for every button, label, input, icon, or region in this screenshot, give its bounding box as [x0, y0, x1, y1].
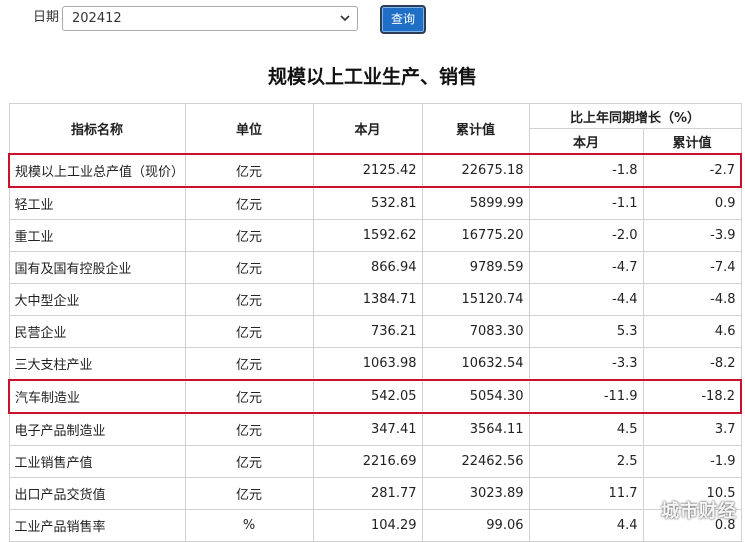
cell-yoy-cumulative: 3.7 — [642, 412, 742, 446]
cell-cumulative: 22675.18 — [421, 153, 530, 188]
chevron-down-icon — [340, 15, 350, 22]
cell-name: 三大支柱产业 — [8, 347, 186, 381]
cell-unit: 亿元 — [184, 219, 314, 252]
cell-cumulative: 7083.30 — [421, 315, 530, 348]
cell-name: 出口产品交货值 — [8, 477, 186, 510]
date-select[interactable]: 202412 — [62, 6, 358, 31]
header-yoy-group: 比上年同期增长（%） — [528, 103, 742, 129]
table-row: 重工业 亿元 1592.62 16775.20 -2.0 -3.9 — [8, 219, 742, 252]
header-yoy-cumulative: 累计值 — [642, 128, 742, 155]
cell-name: 汽车制造业 — [8, 379, 186, 414]
cell-yoy-month: 2.5 — [528, 445, 644, 478]
cell-yoy-cumulative: -8.2 — [642, 347, 742, 381]
cell-yoy-month: 5.3 — [528, 315, 644, 348]
cell-name: 工业销售产值 — [8, 445, 186, 478]
cell-month: 1592.62 — [312, 219, 423, 252]
cell-yoy-month: 11.7 — [528, 477, 644, 510]
cell-unit: 亿元 — [184, 347, 314, 381]
watermark: 城市财经 — [661, 501, 737, 522]
cell-name: 民营企业 — [8, 315, 186, 348]
cell-month: 347.41 — [312, 412, 423, 446]
table-row: 三大支柱产业 亿元 1063.98 10632.54 -3.3 -8.2 — [8, 347, 742, 381]
filter-bar: 日期 202412 查询 — [0, 0, 745, 40]
cell-yoy-cumulative: 0.9 — [642, 186, 742, 220]
header-cumulative: 累计值 — [421, 103, 530, 155]
cell-yoy-cumulative: -1.9 — [642, 445, 742, 478]
cell-yoy-cumulative: 10.5 — [642, 477, 742, 510]
cell-yoy-month: -4.4 — [528, 283, 644, 316]
cell-month: 542.05 — [312, 379, 423, 414]
header-yoy-month: 本月 — [528, 128, 644, 155]
cell-yoy-cumulative: 4.6 — [642, 315, 742, 348]
cell-unit: 亿元 — [184, 379, 314, 414]
cell-unit: 亿元 — [184, 186, 314, 220]
cell-yoy-cumulative: -2.7 — [642, 153, 742, 188]
query-button[interactable]: 查询 — [380, 5, 426, 34]
table-row: 国有及国有控股企业 亿元 866.94 9789.59 -4.7 -7.4 — [8, 251, 742, 284]
cell-cumulative: 3023.89 — [421, 477, 530, 510]
cell-cumulative: 5054.30 — [421, 379, 530, 414]
cell-cumulative: 22462.56 — [421, 445, 530, 478]
cell-cumulative: 15120.74 — [421, 283, 530, 316]
cell-unit: 亿元 — [184, 283, 314, 316]
cell-month: 736.21 — [312, 315, 423, 348]
cell-cumulative: 9789.59 — [421, 251, 530, 284]
cell-cumulative: 3564.11 — [421, 412, 530, 446]
cell-unit: 亿元 — [184, 445, 314, 478]
header-month: 本月 — [312, 103, 423, 155]
cell-name: 规模以上工业总产值（现价） — [8, 153, 186, 188]
cell-name: 重工业 — [8, 219, 186, 252]
date-select-value: 202412 — [72, 11, 122, 26]
date-label: 日期 — [33, 10, 60, 25]
cell-name: 国有及国有控股企业 — [8, 251, 186, 284]
cell-cumulative: 16775.20 — [421, 219, 530, 252]
cell-month: 1384.71 — [312, 283, 423, 316]
table-row: 电子产品制造业 亿元 347.41 3564.11 4.5 3.7 — [8, 412, 742, 446]
cell-yoy-month: -1.8 — [528, 153, 644, 188]
cell-yoy-month: -3.3 — [528, 347, 644, 381]
cell-yoy-cumulative: -18.2 — [642, 379, 742, 414]
cell-yoy-cumulative: -7.4 — [642, 251, 742, 284]
cell-unit: 亿元 — [184, 153, 314, 188]
table-row: 规模以上工业总产值（现价） 亿元 2125.42 22675.18 -1.8 -… — [8, 153, 742, 188]
table-row: 工业销售产值 亿元 2216.69 22462.56 2.5 -1.9 — [8, 445, 742, 478]
table-row: 民营企业 亿元 736.21 7083.30 5.3 4.6 — [8, 315, 742, 348]
cell-yoy-month: 4.5 — [528, 412, 644, 446]
cell-unit: 亿元 — [184, 477, 314, 510]
table-row: 轻工业 亿元 532.81 5899.99 -1.1 0.9 — [8, 186, 742, 220]
cell-yoy-month: -1.1 — [528, 186, 644, 220]
table-row: 汽车制造业 亿元 542.05 5054.30 -11.9 -18.2 — [8, 379, 742, 414]
cell-yoy-cumulative: -3.9 — [642, 219, 742, 252]
cell-yoy-month: -11.9 — [528, 379, 644, 414]
cell-month: 2125.42 — [312, 153, 423, 188]
cell-month: 281.77 — [312, 477, 423, 510]
cell-unit: 亿元 — [184, 315, 314, 348]
table-row: 大中型企业 亿元 1384.71 15120.74 -4.4 -4.8 — [8, 283, 742, 316]
header-unit: 单位 — [184, 103, 314, 155]
cell-name: 大中型企业 — [8, 283, 186, 316]
table-row: 出口产品交货值 亿元 281.77 3023.89 11.7 10.5 — [8, 477, 742, 510]
page-title: 规模以上工业生产、销售 — [267, 66, 477, 88]
cell-unit: 亿元 — [184, 251, 314, 284]
data-table: 指标名称 单位 本月 累计值 比上年同期增长（%） 本月 累计值 规模以上工业总… — [8, 103, 742, 542]
cell-yoy-month: -2.0 — [528, 219, 644, 252]
cell-yoy-cumulative: -4.8 — [642, 283, 742, 316]
cell-cumulative: 10632.54 — [421, 347, 530, 381]
cell-month: 532.81 — [312, 186, 423, 220]
cell-name: 电子产品制造业 — [8, 412, 186, 446]
header-indicator: 指标名称 — [8, 103, 186, 155]
cell-unit: 亿元 — [184, 412, 314, 446]
cell-month: 2216.69 — [312, 445, 423, 478]
cell-cumulative: 5899.99 — [421, 186, 530, 220]
cell-yoy-month: -4.7 — [528, 251, 644, 284]
cell-name: 轻工业 — [8, 186, 186, 220]
cell-month: 866.94 — [312, 251, 423, 284]
cell-month: 1063.98 — [312, 347, 423, 381]
